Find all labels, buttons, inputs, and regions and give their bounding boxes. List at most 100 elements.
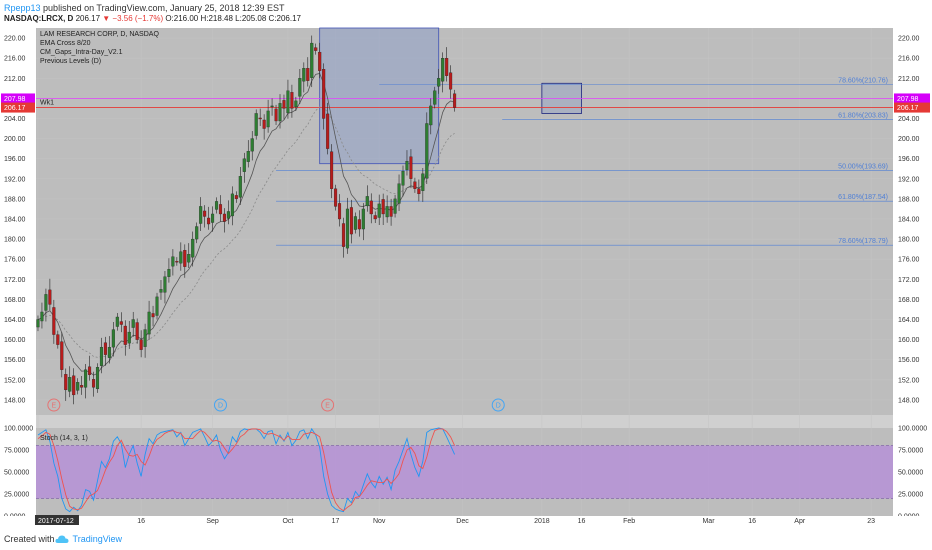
candle-body bbox=[99, 346, 104, 366]
fib-level-label: 78.60%(210.76) bbox=[838, 77, 888, 84]
y-tick-label-right: 156.00 bbox=[898, 357, 920, 364]
fib-level-label: 61.80%(203.83) bbox=[838, 112, 888, 119]
candle-body bbox=[314, 47, 318, 51]
candle-body bbox=[171, 256, 175, 267]
ema-20-line bbox=[37, 106, 455, 358]
y-tick-label-right: 204.00 bbox=[898, 116, 920, 123]
y-tick-label-left: 176.00 bbox=[4, 257, 26, 264]
candle-body bbox=[278, 103, 282, 122]
stoch-tick-left: 25.0000 bbox=[4, 492, 29, 499]
stoch-tick-left: 100.0000 bbox=[4, 426, 33, 433]
event-marker bbox=[47, 398, 61, 412]
candle-body bbox=[195, 226, 199, 240]
candle-body bbox=[326, 113, 330, 149]
candle-body bbox=[389, 206, 393, 217]
candle-body bbox=[91, 379, 96, 388]
candle-body bbox=[44, 294, 48, 311]
candle-body bbox=[258, 117, 262, 120]
candle-body bbox=[52, 307, 56, 335]
publish-line: Rpepp13 published on TradingView.com, Ja… bbox=[4, 3, 285, 13]
candle-body bbox=[353, 216, 357, 230]
event-marker bbox=[213, 398, 227, 412]
y-tick-label-right: 172.00 bbox=[898, 277, 920, 284]
candle-body bbox=[373, 215, 377, 220]
candle-body bbox=[230, 193, 234, 217]
y-tick-label-left: 168.00 bbox=[4, 297, 26, 304]
x-tick-label: Nov bbox=[373, 518, 386, 525]
y-tick-label-right: 216.00 bbox=[898, 56, 920, 63]
candle-body bbox=[298, 78, 302, 97]
x-tick-label: 2018 bbox=[534, 518, 550, 525]
y-tick-label-left: 212.00 bbox=[4, 76, 26, 83]
candle-body bbox=[310, 42, 314, 78]
y-tick-label-right: 188.00 bbox=[898, 196, 920, 203]
x-tick-label: Sep bbox=[206, 518, 219, 525]
candle-body bbox=[286, 90, 290, 114]
y-tick-label-left: 160.00 bbox=[4, 337, 26, 344]
candle-body bbox=[123, 325, 127, 345]
previous-level-value-right: 206.17 bbox=[897, 105, 919, 112]
stoch-band bbox=[36, 445, 893, 499]
event-marker bbox=[491, 398, 505, 412]
stoch-tick-right: 100.0000 bbox=[898, 426, 927, 433]
y-tick-label-right: 192.00 bbox=[898, 176, 920, 183]
tradingview-brand[interactable]: TradingView bbox=[72, 534, 123, 544]
candle-body bbox=[413, 181, 417, 189]
candle-body bbox=[191, 238, 195, 258]
y-tick-label-right: 200.00 bbox=[898, 136, 920, 143]
candle-body bbox=[60, 341, 64, 370]
y-tick-label-right: 220.00 bbox=[898, 36, 920, 43]
event-marker-letter: D bbox=[496, 403, 501, 410]
candle-body bbox=[433, 90, 437, 105]
candle-body bbox=[425, 123, 429, 179]
x-tick-label: 16 bbox=[137, 518, 145, 525]
candle-body bbox=[437, 78, 441, 87]
event-marker bbox=[321, 398, 335, 412]
candle-body bbox=[48, 289, 52, 305]
gap-zone-box bbox=[319, 27, 440, 165]
y-tick-label-right: 160.00 bbox=[898, 337, 920, 344]
first-date-tag bbox=[34, 515, 79, 525]
time-axis bbox=[0, 516, 932, 530]
candle-body bbox=[72, 375, 76, 396]
candle-body bbox=[203, 210, 207, 217]
candle-body bbox=[357, 219, 361, 230]
candle-body bbox=[401, 171, 405, 186]
candle-body bbox=[397, 183, 401, 204]
candle-body bbox=[64, 374, 68, 391]
candle-body bbox=[453, 93, 457, 108]
created-with: Created with TradingView bbox=[4, 534, 122, 544]
candle-body bbox=[175, 261, 179, 263]
candle-body bbox=[322, 69, 326, 119]
indicator-label: CM_Gaps_Intra-Day_V2.1 bbox=[40, 49, 123, 56]
author-link[interactable]: Rpepp13 bbox=[4, 3, 41, 13]
candle-body bbox=[211, 213, 215, 223]
event-marker-letter: E bbox=[52, 403, 57, 410]
y-tick-label-left: 180.00 bbox=[4, 237, 26, 244]
previous-level-name: Wk1 bbox=[40, 99, 54, 106]
candle-body bbox=[445, 58, 449, 76]
candle-body bbox=[270, 105, 274, 108]
y-tick-label-right: 184.00 bbox=[898, 216, 920, 223]
symbol-label: NASDAQ:LRCX, D bbox=[4, 14, 74, 23]
stoch-tick-right: 25.0000 bbox=[898, 492, 923, 499]
created-label: Created with bbox=[4, 534, 55, 544]
publish-info: published on TradingView.com, January 25… bbox=[40, 3, 285, 13]
candle-body bbox=[155, 296, 159, 316]
candle-body bbox=[115, 316, 119, 327]
footer: Created with TradingView bbox=[0, 530, 932, 550]
ema-8-line bbox=[37, 73, 455, 376]
candle-body bbox=[449, 72, 453, 90]
candle-body bbox=[381, 199, 385, 215]
chart-area[interactable]: 148.00 148.00 152.00 152.00 156.00 156.00 160.… bbox=[0, 26, 932, 530]
y-tick-label-left: 152.00 bbox=[4, 377, 26, 384]
event-marker-letter: D bbox=[218, 403, 223, 410]
y-tick-label-right: 180.00 bbox=[898, 237, 920, 244]
y-tick-label-right: 152.00 bbox=[898, 377, 920, 384]
candle-body bbox=[214, 201, 219, 210]
candle-body bbox=[226, 211, 230, 219]
y-tick-label-right: 168.00 bbox=[898, 297, 920, 304]
y-tick-label-left: 156.00 bbox=[4, 357, 26, 364]
candle-body bbox=[361, 208, 365, 230]
candle-body bbox=[334, 188, 338, 207]
